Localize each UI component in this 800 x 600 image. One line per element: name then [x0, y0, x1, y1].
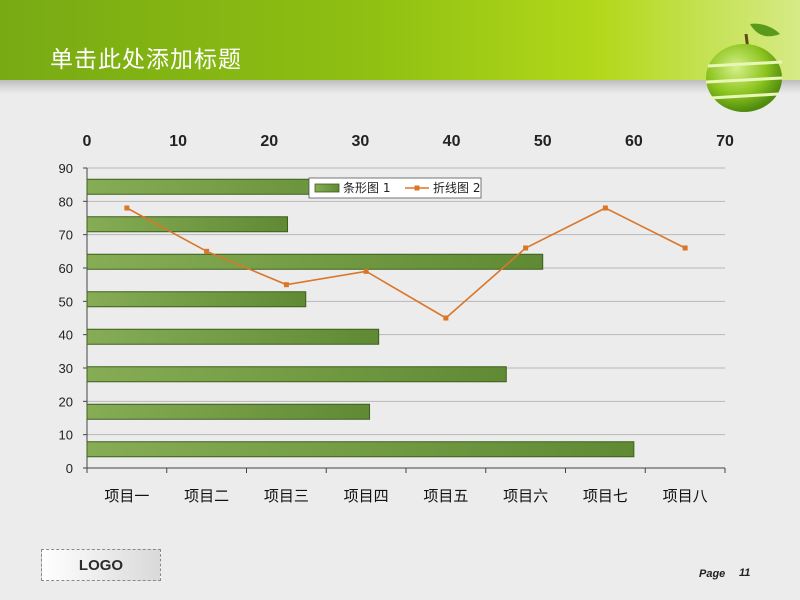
category-label: 项目四 [344, 487, 389, 505]
header-band [0, 0, 800, 80]
category-label: 项目七 [583, 487, 628, 505]
logo: LOGO [41, 549, 161, 581]
left-axis-label: 70 [59, 228, 73, 243]
page-number: 11 [739, 567, 751, 579]
top-axis-label: 10 [169, 133, 187, 150]
category-label: 项目二 [184, 487, 229, 505]
left-axis-label: 20 [59, 394, 73, 409]
slide-title[interactable]: 单击此处添加标题 [50, 47, 242, 73]
left-axis-label: 10 [59, 428, 73, 443]
category-label: 项目八 [663, 487, 708, 505]
line-marker [443, 315, 449, 321]
category-label: 项目一 [104, 487, 149, 505]
header-shadow [0, 80, 800, 94]
line-marker [602, 205, 608, 211]
top-axis-label: 20 [260, 133, 278, 150]
line-marker [283, 282, 289, 288]
left-axis-label: 0 [66, 461, 73, 476]
line-marker [124, 205, 130, 211]
category-label: 项目三 [264, 487, 309, 505]
top-axis-label: 50 [534, 133, 552, 150]
bar [86, 216, 289, 233]
left-axis-label: 90 [59, 161, 73, 176]
page-label: Page [699, 568, 726, 580]
bar [86, 328, 380, 345]
legend-box [308, 177, 482, 199]
series-line [126, 207, 686, 319]
bar [86, 291, 307, 308]
left-axis-label: 60 [59, 261, 73, 276]
left-axis-label: 80 [59, 194, 73, 209]
left-axis-label: 30 [59, 361, 73, 376]
top-axis-label: 40 [443, 133, 461, 150]
top-axis-label: 70 [716, 133, 734, 150]
bar [86, 366, 507, 383]
legend-bar-label: 条形图 1 [343, 181, 390, 195]
legend-line-marker [414, 185, 420, 191]
line-marker [682, 245, 688, 251]
left-axis-label: 40 [59, 328, 73, 343]
legend-bar-swatch [314, 183, 340, 193]
top-axis-label: 30 [352, 133, 370, 150]
line-marker [204, 248, 210, 254]
bar [86, 441, 635, 458]
top-axis-label: 0 [83, 133, 92, 150]
bar [86, 403, 371, 420]
green-apple-icon [705, 23, 783, 112]
line-marker [363, 268, 369, 274]
line-marker [523, 245, 529, 251]
bar [86, 253, 544, 270]
category-label: 项目五 [423, 487, 468, 505]
top-axis-label: 60 [625, 133, 643, 150]
legend-line-label: 折线图 2 [433, 180, 480, 195]
category-label: 项目六 [503, 487, 548, 505]
left-axis-label: 50 [59, 294, 73, 309]
